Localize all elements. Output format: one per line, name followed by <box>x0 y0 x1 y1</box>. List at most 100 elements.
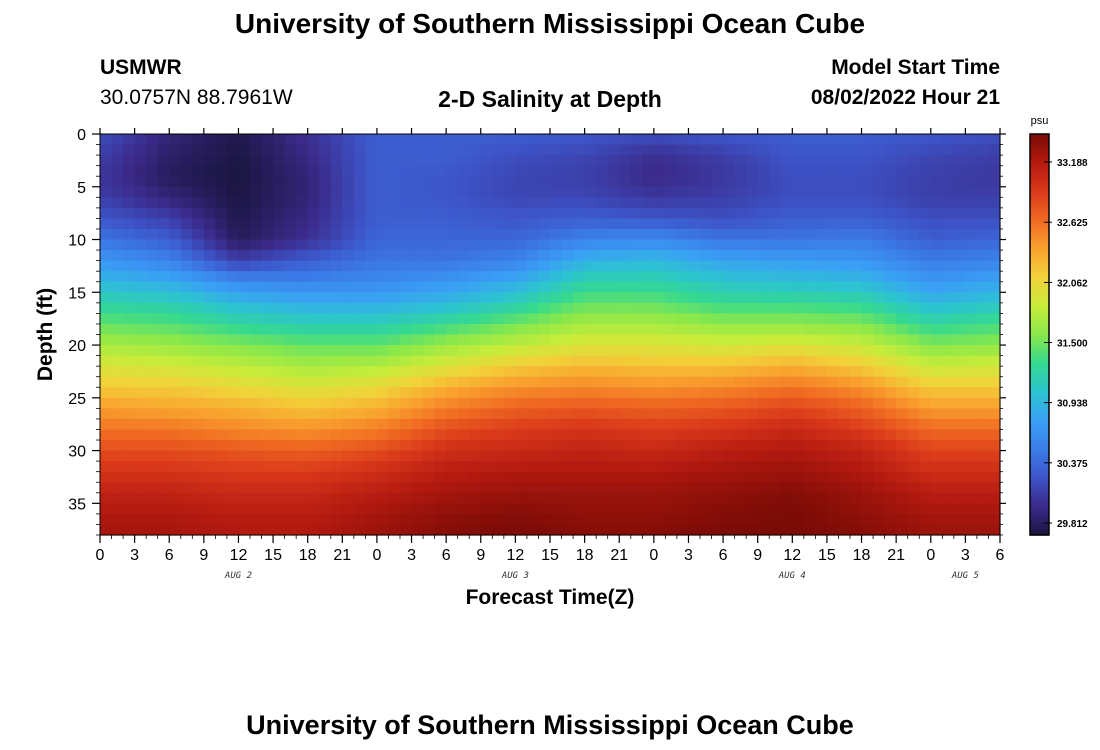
heatmap-cell <box>296 440 309 452</box>
heatmap-cell <box>192 461 205 473</box>
heatmap-cell <box>930 207 943 220</box>
heatmap-cell <box>734 197 747 209</box>
heatmap-cell <box>273 186 286 198</box>
heatmap-cell <box>907 366 920 378</box>
heatmap-cell <box>953 418 966 431</box>
heatmap-cell <box>930 218 943 230</box>
heatmap-cell <box>515 503 528 515</box>
heatmap-cell <box>515 482 528 494</box>
heatmap-cell <box>976 492 990 504</box>
heatmap-cell <box>434 250 447 262</box>
heatmap-cell <box>526 302 540 314</box>
colorbar-segment <box>1030 478 1049 482</box>
heatmap-cell <box>780 250 793 262</box>
heatmap-cell <box>907 440 920 452</box>
colorbar-segment <box>1030 254 1049 257</box>
colorbar-segment <box>1030 346 1049 350</box>
heatmap-cell <box>307 387 320 399</box>
heatmap-cell <box>238 186 251 198</box>
heatmap-cell <box>157 387 170 399</box>
heatmap-cell <box>492 292 505 304</box>
heatmap-cell <box>803 376 816 388</box>
heatmap-cell <box>630 186 643 198</box>
heatmap-cell <box>134 260 147 272</box>
heatmap-cell <box>607 482 620 494</box>
heatmap-cell <box>826 165 840 177</box>
heatmap-cell <box>988 376 1001 388</box>
heatmap-cell <box>526 144 540 156</box>
heatmap-cell <box>630 524 643 536</box>
heatmap-cell <box>457 429 470 441</box>
heatmap-cell <box>769 260 782 272</box>
heatmap-cell <box>180 323 193 336</box>
heatmap-cell <box>457 302 470 314</box>
heatmap-cell <box>319 345 332 357</box>
heatmap-cell <box>111 408 124 420</box>
heatmap-cell <box>492 271 505 283</box>
heatmap-cell <box>434 134 447 146</box>
heatmap-cell <box>319 513 332 526</box>
heatmap-cell <box>457 492 470 504</box>
colorbar-segment <box>1030 280 1049 283</box>
heatmap-cell <box>746 134 759 146</box>
colorbar-segment <box>1030 272 1049 275</box>
heatmap-cell <box>653 218 666 230</box>
heatmap-cell <box>861 334 874 346</box>
heatmap-cell <box>700 176 713 188</box>
heatmap-cell <box>526 271 540 283</box>
heatmap-cell <box>526 176 540 188</box>
heatmap-cell <box>515 524 528 536</box>
heatmap-cell <box>457 345 470 357</box>
heatmap-cell <box>965 260 978 272</box>
heatmap-cell <box>619 186 632 198</box>
heatmap-cell <box>538 302 551 314</box>
heatmap-cell <box>134 503 147 515</box>
heatmap-cell <box>180 176 193 188</box>
heatmap-cell <box>330 197 343 209</box>
heatmap-cell <box>676 334 690 346</box>
colorbar-segment <box>1030 394 1049 398</box>
heatmap-cell <box>757 334 770 346</box>
heatmap-cell <box>457 323 470 336</box>
heatmap-cell <box>411 397 424 409</box>
heatmap-cell <box>838 207 851 220</box>
heatmap-cell <box>538 186 551 198</box>
heatmap-cell <box>596 429 609 441</box>
heatmap-cell <box>942 207 955 220</box>
heatmap-cell <box>550 471 563 483</box>
heatmap-cell <box>676 345 690 357</box>
heatmap-cell <box>319 207 332 220</box>
heatmap-cell <box>250 228 263 241</box>
heatmap-cell <box>342 334 355 346</box>
heatmap-cell <box>134 471 147 483</box>
heatmap-cell <box>469 492 482 504</box>
heatmap-cell <box>515 408 528 420</box>
heatmap-cell <box>180 197 193 209</box>
heatmap-cell <box>146 397 159 409</box>
heatmap-cell <box>884 513 897 526</box>
heatmap-cell <box>250 186 263 198</box>
heatmap-cell <box>873 292 886 304</box>
heatmap-cell <box>573 429 586 441</box>
heatmap-cell <box>607 207 620 220</box>
heatmap-cell <box>561 260 574 272</box>
heatmap-cell <box>134 482 147 494</box>
heatmap-cell <box>515 429 528 441</box>
heatmap-cell <box>169 186 182 198</box>
heatmap-cell <box>630 165 643 177</box>
heatmap-cell <box>469 134 482 146</box>
heatmap-cell <box>596 165 609 177</box>
heatmap-cell <box>942 239 955 251</box>
heatmap-cell <box>942 513 955 526</box>
heatmap-cell <box>873 313 886 325</box>
heatmap-cell <box>942 228 955 241</box>
heatmap-cell <box>319 482 332 494</box>
heatmap-cell <box>642 366 655 378</box>
heatmap-cell <box>746 281 759 293</box>
heatmap-cell <box>688 176 701 188</box>
heatmap-cell <box>250 355 263 367</box>
heatmap-cell <box>884 334 897 346</box>
heatmap-cell <box>723 461 736 473</box>
heatmap-cell <box>353 165 366 177</box>
heatmap-cell <box>180 482 193 494</box>
